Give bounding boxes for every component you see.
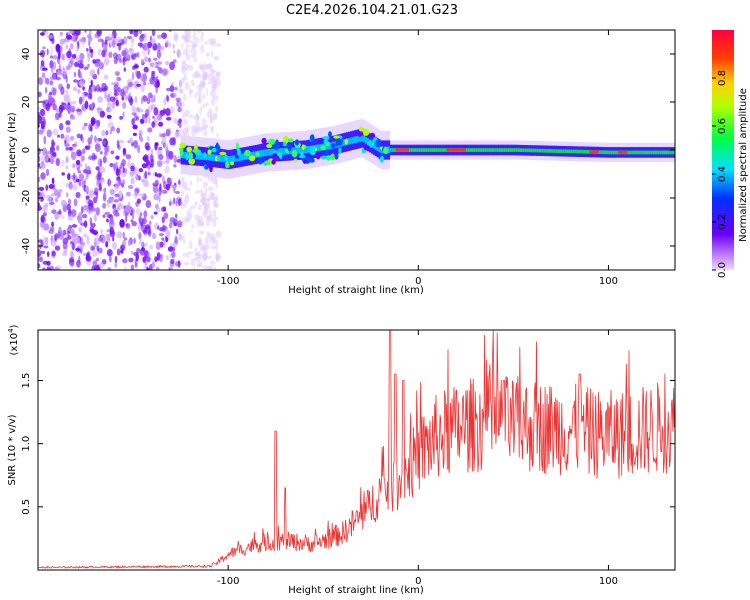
snr-panel: -100 0 100 0.5 1.0 1.5 Height of straight lin… <box>7 324 676 596</box>
spectrogram-xlabel: Height of straight line (km) <box>288 285 424 296</box>
x-tick-label: 0 <box>415 276 421 287</box>
colorbar-ticks: 0.0 0.2 0.4 0.6 0.8 <box>712 70 728 278</box>
y-tick-label: -20 <box>21 190 32 206</box>
colorbar-tick-label: 0.8 <box>717 70 728 86</box>
track-blobs <box>178 126 389 173</box>
colorbar-tick-label: 0.0 <box>717 262 728 278</box>
x-tick-label: -100 <box>217 576 240 587</box>
y-tick-label: 0.5 <box>21 499 32 515</box>
spectrogram-panel: -100 0 100 -40 -20 0 20 40 Height of straight l… <box>7 29 676 296</box>
x-tick-label: -100 <box>217 276 240 287</box>
snr-xlabel: Height of straight line (km) <box>288 585 424 596</box>
spectrogram-ylabel: Frequency (Hz) <box>7 112 18 188</box>
track-peak <box>589 150 599 154</box>
noise-speckle <box>38 30 222 270</box>
y-tick-label: 1.5 <box>21 373 32 389</box>
snr-axes: -100 0 100 0.5 1.0 1.5 <box>21 330 675 587</box>
colorbar-tick-label: 0.6 <box>717 118 728 134</box>
track-peak <box>618 150 628 154</box>
track-peak <box>446 148 466 152</box>
y-tick-label: -40 <box>21 238 32 254</box>
snr-data <box>38 330 675 569</box>
y-tick-label: 0 <box>21 147 32 153</box>
snr-series-line <box>38 330 675 569</box>
spectrogram-data <box>38 30 675 270</box>
colorbar-label: Normalized spectral amplitude <box>738 88 749 242</box>
colorbar-tick-label: 0.2 <box>717 214 728 230</box>
snr-ylabel: SNR (10 * v/v) <box>7 414 18 485</box>
x-tick-label: 100 <box>599 276 618 287</box>
y-tick-label: 40 <box>21 48 32 61</box>
spectrogram-axes: -100 0 100 -40 -20 0 20 40 <box>21 30 675 287</box>
snr-frame <box>37 329 676 571</box>
figure-title: C2E4.2026.104.21.01.G23 <box>286 3 458 18</box>
y-tick-label: 1.0 <box>21 436 32 452</box>
y-tick-label: 20 <box>21 96 32 109</box>
colorbar: 0.0 0.2 0.4 0.6 0.8 Normalized spectral ampl… <box>712 30 749 278</box>
colorbar-gradient <box>712 30 734 270</box>
track-peak <box>395 148 409 152</box>
x-tick-label: 100 <box>599 576 618 587</box>
colorbar-tick-label: 0.4 <box>717 166 728 182</box>
x-tick-label: 0 <box>415 576 421 587</box>
snr-multiplier: (x104) <box>7 324 20 355</box>
track-core <box>180 128 675 170</box>
